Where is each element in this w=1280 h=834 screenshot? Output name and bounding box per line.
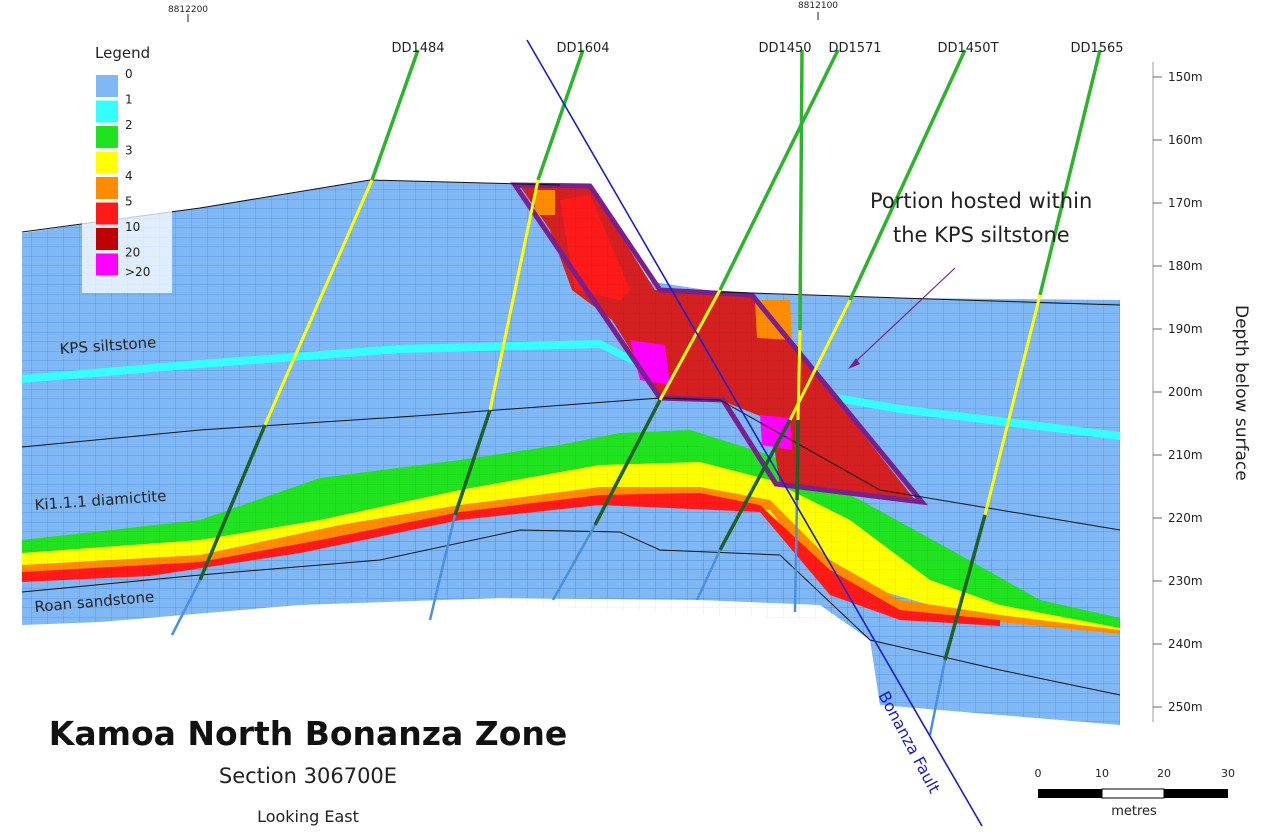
legend-label: 10 xyxy=(125,220,140,234)
drillholes xyxy=(170,49,1102,736)
section-subtitle: Section 306700E xyxy=(219,764,397,788)
svg-text:30: 30 xyxy=(1221,767,1235,780)
drillhole-trace xyxy=(370,49,420,181)
depth-axis-title: Depth below surface xyxy=(1231,305,1251,481)
legend-label: 4 xyxy=(125,169,133,183)
drillhole-trace xyxy=(536,49,585,181)
legend-swatch xyxy=(96,228,118,250)
drillhole-trace xyxy=(658,289,722,401)
legend-title: Legend xyxy=(95,44,150,62)
drillhole-trace xyxy=(428,514,457,621)
annotation-arrow xyxy=(851,267,956,366)
bonanza-fault-line xyxy=(526,39,983,827)
annotation-line-2: the KPS siltstone xyxy=(893,223,1070,247)
block-grid-overlay xyxy=(22,433,1120,634)
depth-tick-label: 220m xyxy=(1168,511,1203,525)
depth-tick-label: 190m xyxy=(1168,322,1203,336)
legend: 0 1 2 3 4 5 10 20 >20 xyxy=(96,67,150,279)
drillhole-trace xyxy=(788,299,852,421)
svg-text:0: 0 xyxy=(1035,767,1042,780)
depth-tick-label: 250m xyxy=(1168,700,1203,714)
legend-label: 1 xyxy=(125,93,133,107)
legend-swatch xyxy=(96,253,118,276)
legend-swatch xyxy=(96,75,118,97)
depth-tick-label: 150m xyxy=(1168,70,1203,84)
drillhole-label: DD1450 xyxy=(758,41,811,56)
drillhole-label: DD1450T xyxy=(937,41,998,56)
depth-tick-label: 180m xyxy=(1168,259,1203,273)
view-direction: Looking East xyxy=(257,807,359,826)
drillhole-label: DD1571 xyxy=(828,41,881,56)
drillhole-trace xyxy=(1038,49,1102,296)
drillhole-trace xyxy=(793,499,799,613)
depth-ticks: 150m 160m 170m 180m 190m 200m 210m 220m 230m 240m… xyxy=(1153,70,1203,714)
legend-swatch xyxy=(96,100,118,123)
drillhole-trace xyxy=(198,424,267,581)
legend-swatch xyxy=(96,126,118,148)
legend-label: 3 xyxy=(125,144,133,158)
drillhole-trace xyxy=(593,399,662,526)
scale-bar: 0 10 20 30 metres xyxy=(1035,767,1236,819)
drillhole-trace xyxy=(453,409,492,516)
drillhole-trace xyxy=(718,49,840,291)
depth-tick-label: 210m xyxy=(1168,448,1203,462)
depth-tick-label: 160m xyxy=(1168,133,1203,147)
depth-tick-label: 240m xyxy=(1168,637,1203,651)
legend-label: 0 xyxy=(125,67,133,81)
drillhole-trace xyxy=(795,419,800,501)
drillhole-trace xyxy=(695,549,722,601)
drillhole-trace xyxy=(798,49,804,331)
drillhole-trace xyxy=(943,514,987,661)
svg-text:metres: metres xyxy=(1111,804,1157,819)
legend-label: 20 xyxy=(125,246,140,260)
legend-label: 2 xyxy=(125,118,133,132)
depth-tick-label: 230m xyxy=(1168,574,1203,588)
annotation-line-1: Portion hosted within xyxy=(870,189,1092,213)
drillhole-trace xyxy=(170,579,202,636)
northing-label: 8812100 xyxy=(798,1,838,11)
northing-label: 8812200 xyxy=(168,5,208,15)
svg-text:10: 10 xyxy=(1095,767,1109,780)
legend-label: >20 xyxy=(125,265,150,279)
drillhole-trace xyxy=(983,294,1042,516)
block-grid-overlay xyxy=(520,186,915,500)
depth-tick-label: 170m xyxy=(1168,196,1203,210)
legend-label: 5 xyxy=(125,195,133,209)
drillhole-label: DD1565 xyxy=(1070,41,1123,56)
legend-swatch xyxy=(96,202,118,225)
depth-tick-label: 200m xyxy=(1168,385,1203,399)
drillhole-trace xyxy=(551,524,597,601)
legend-swatch xyxy=(96,177,118,199)
main-title: Kamoa North Bonanza Zone xyxy=(49,714,568,753)
drillhole-trace xyxy=(848,49,967,301)
drillhole-trace xyxy=(718,419,792,551)
drillhole-label: DD1604 xyxy=(556,41,609,56)
drillhole-trace xyxy=(488,179,540,411)
svg-text:20: 20 xyxy=(1157,767,1171,780)
drillhole-trace xyxy=(928,659,947,736)
drillhole-trace xyxy=(263,179,374,426)
legend-swatch xyxy=(96,151,118,174)
arrow-head xyxy=(848,358,860,369)
drillhole-label: DD1484 xyxy=(391,41,444,56)
